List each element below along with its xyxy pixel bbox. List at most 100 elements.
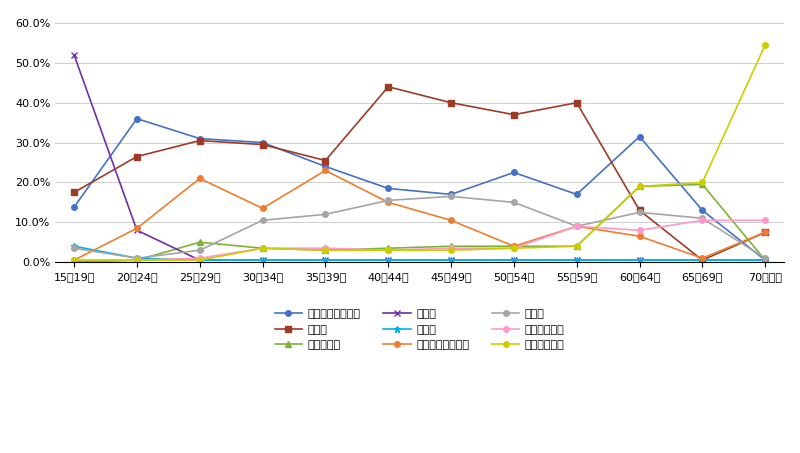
就　学 — [70, 52, 79, 58]
Line: 結婚・離婚・縁組: 結婚・離婚・縁組 — [71, 168, 768, 263]
転　動 — [698, 257, 707, 263]
転　動 — [195, 138, 205, 143]
結婚・離婚・縁組 — [132, 226, 142, 231]
就　学 — [321, 257, 330, 263]
転　動 — [760, 230, 770, 235]
転　動 — [634, 207, 644, 213]
転　動 — [321, 158, 330, 163]
転　動 — [258, 142, 267, 147]
生活の利便性 — [383, 247, 393, 253]
住　宅 — [383, 198, 393, 203]
Line: 退職・廃業: 退職・廃業 — [71, 182, 768, 265]
退職・廃業 — [446, 244, 456, 249]
交通の利便性 — [446, 246, 456, 251]
Line: 交通の利便性: 交通の利便性 — [71, 217, 768, 263]
就　学 — [634, 257, 644, 263]
交通の利便性 — [321, 246, 330, 251]
交通の利便性 — [132, 257, 142, 263]
生活の利便性 — [321, 247, 330, 253]
卒　業 — [195, 257, 205, 263]
卒　業 — [383, 257, 393, 263]
住　宅 — [258, 217, 267, 223]
退職・廃業 — [760, 257, 770, 263]
交通の利便性 — [70, 257, 79, 263]
結婚・離婚・縁組 — [383, 200, 393, 205]
結婚・離婚・縁組 — [634, 234, 644, 239]
就　学 — [572, 257, 582, 263]
転　動 — [132, 154, 142, 159]
卒　業 — [634, 257, 644, 263]
就　学 — [132, 227, 142, 233]
退職・廃業 — [509, 244, 518, 249]
Line: 就職・転職・転業: 就職・転職・転業 — [71, 116, 768, 263]
住　宅 — [509, 200, 518, 205]
交通の利便性 — [634, 227, 644, 233]
退職・廃業 — [132, 257, 142, 263]
住　宅 — [572, 224, 582, 229]
住　宅 — [698, 216, 707, 221]
結婚・離婚・縁組 — [321, 168, 330, 173]
Line: 就　学: 就 学 — [70, 51, 769, 264]
生活の利便性 — [698, 180, 707, 185]
就職・転職・転業 — [760, 257, 770, 263]
就　学 — [509, 257, 518, 263]
交通の利便性 — [195, 255, 205, 261]
Line: 卒　業: 卒 業 — [70, 243, 769, 264]
結婚・離婚・縁組 — [509, 244, 518, 249]
Line: 生活の利便性: 生活の利便性 — [71, 42, 768, 263]
退職・廃業 — [572, 244, 582, 249]
退職・廃業 — [258, 246, 267, 251]
卒　業 — [446, 257, 456, 263]
就　学 — [258, 257, 267, 263]
生活の利便性 — [634, 184, 644, 189]
卒　業 — [132, 255, 142, 261]
Line: 住　宅: 住 宅 — [71, 193, 768, 261]
転　動 — [446, 100, 456, 106]
就職・転職・転業 — [509, 170, 518, 175]
退職・廃業 — [698, 182, 707, 187]
生活の利便性 — [195, 257, 205, 263]
結婚・離婚・縁組 — [446, 217, 456, 223]
退職・廃業 — [70, 260, 79, 265]
結婚・離婚・縁組 — [195, 176, 205, 181]
住　宅 — [321, 212, 330, 217]
卒　業 — [760, 257, 770, 263]
就職・転職・転業 — [258, 140, 267, 145]
卒　業 — [70, 244, 79, 249]
交通の利便性 — [258, 246, 267, 251]
交通の利便性 — [383, 247, 393, 253]
住　宅 — [760, 255, 770, 261]
生活の利便性 — [509, 246, 518, 251]
退職・廃業 — [383, 246, 393, 251]
交通の利便性 — [760, 217, 770, 223]
就職・転職・転業 — [195, 136, 205, 141]
転　動 — [572, 100, 582, 106]
生活の利便性 — [258, 246, 267, 251]
退職・廃業 — [195, 240, 205, 245]
卒　業 — [321, 257, 330, 263]
結婚・離婚・縁組 — [698, 255, 707, 261]
就　学 — [698, 257, 707, 263]
就職・転職・転業 — [70, 204, 79, 210]
生活の利便性 — [760, 42, 770, 48]
就　学 — [446, 257, 456, 263]
住　宅 — [70, 246, 79, 251]
結婚・離婚・縁組 — [258, 206, 267, 211]
住　宅 — [446, 194, 456, 199]
就職・転職・転業 — [698, 207, 707, 213]
就　学 — [760, 257, 770, 263]
卒　業 — [258, 257, 267, 263]
就職・転職・転業 — [383, 186, 393, 191]
生活の利便性 — [446, 247, 456, 253]
交通の利便性 — [509, 246, 518, 251]
退職・廃業 — [321, 247, 330, 253]
就職・転職・転業 — [446, 192, 456, 197]
卒　業 — [509, 257, 518, 263]
就　学 — [383, 257, 393, 263]
生活の利便性 — [572, 244, 582, 249]
就職・転職・転業 — [132, 116, 142, 121]
卒　業 — [572, 257, 582, 263]
Legend: 就職・転職・転業, 転　動, 退職・廃業, 就　学, 卒　業, 結婚・離婚・縁組, 住　宅, 交通の利便性, 生活の利便性: 就職・転職・転業, 転 動, 退職・廃業, 就 学, 卒 業, 結婚・離婚・縁組… — [270, 305, 569, 355]
就職・転職・転業 — [634, 134, 644, 140]
転　動 — [383, 84, 393, 90]
